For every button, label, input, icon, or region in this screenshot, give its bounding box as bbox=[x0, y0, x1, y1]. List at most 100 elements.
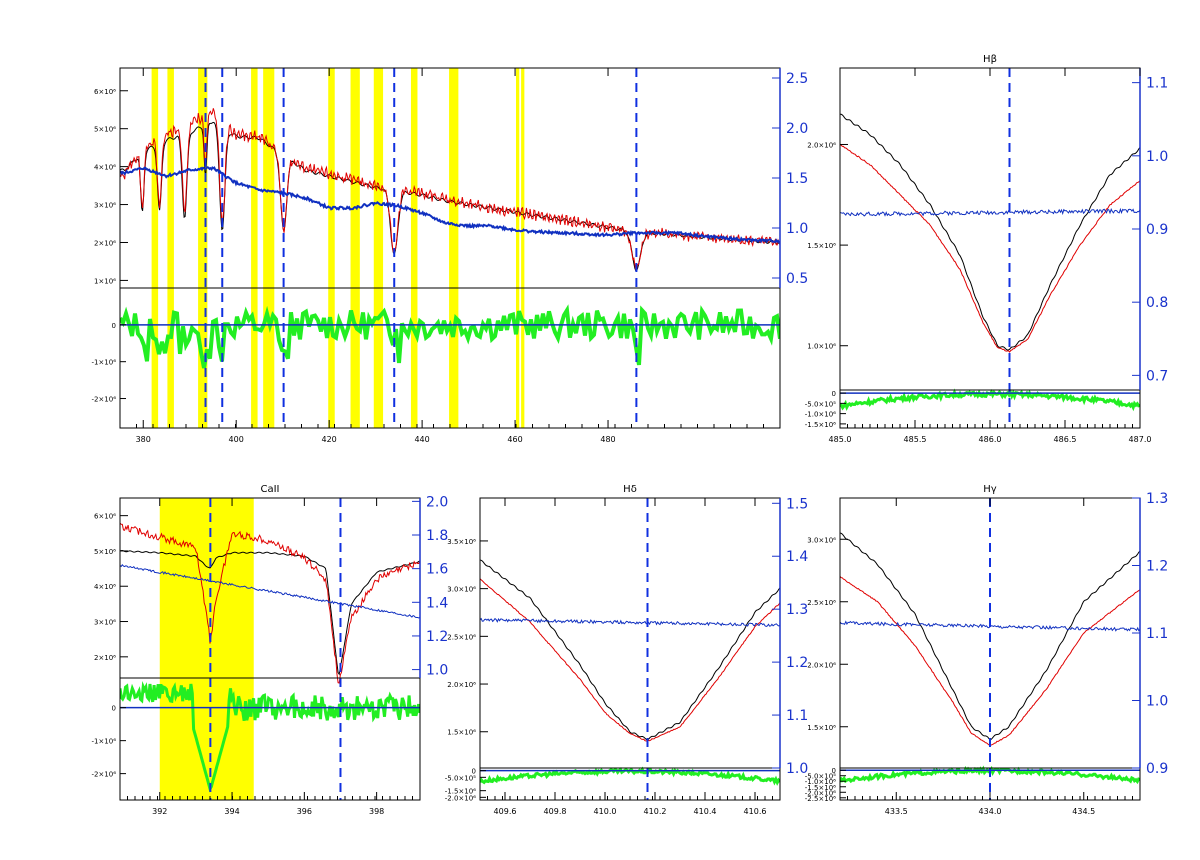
x-tick-label: 410.6 bbox=[744, 807, 767, 816]
residual-series bbox=[840, 388, 1140, 412]
panel-title: Hγ bbox=[983, 484, 997, 495]
residual-line bbox=[840, 388, 1140, 412]
x-tick-label: 409.6 bbox=[494, 807, 517, 816]
resid-tick-label: 0 bbox=[832, 767, 836, 775]
y2-tick-label: 2.5 bbox=[786, 71, 808, 87]
x-tick-label: 487.0 bbox=[1129, 435, 1152, 444]
y2-tick-label: 1.4 bbox=[426, 595, 448, 611]
panel-title: CaII bbox=[260, 484, 279, 495]
series-model bbox=[480, 559, 780, 741]
y-tick-label: 3.0×10⁶ bbox=[807, 536, 836, 544]
y-tick-label: 2×10⁶ bbox=[94, 239, 116, 247]
x-tick-label: 409.8 bbox=[544, 807, 567, 816]
x-tick-label: 460 bbox=[507, 435, 522, 444]
y-tick-label: 6×10⁶ bbox=[94, 88, 116, 96]
y2-tick-label: 1.0 bbox=[1146, 149, 1168, 165]
y-tick-label: 3.0×10⁶ bbox=[447, 586, 476, 594]
y-tick-label: 1.5×10⁶ bbox=[807, 242, 836, 250]
series-ratio bbox=[480, 617, 780, 627]
panel-CaII: CaII 392 394 396 398 2×10⁶ 3×10⁶ 4×10⁶ 5×10⁶ 6×10… bbox=[91, 484, 448, 816]
y2-tick-label: 0.9 bbox=[1146, 761, 1168, 777]
y-tick-label: 3×10⁶ bbox=[94, 202, 116, 210]
masked-band bbox=[263, 68, 275, 428]
resid-tick-label: -2×10⁶ bbox=[91, 396, 116, 404]
series-observed bbox=[120, 522, 420, 684]
y2-tick-label: 1.0 bbox=[1146, 694, 1168, 710]
y2-tick-label: 1.5 bbox=[786, 171, 808, 187]
y2-tick-label: 1.1 bbox=[1146, 626, 1168, 642]
resid-tick-label: -1×10⁶ bbox=[91, 359, 116, 367]
masked-band bbox=[516, 68, 520, 428]
y-tick-label: 1.5×10⁶ bbox=[807, 724, 836, 732]
y2-tick-label: 1.1 bbox=[1146, 76, 1168, 92]
masked-band bbox=[449, 68, 459, 428]
residual-series bbox=[120, 304, 780, 369]
x-tick-label: 400 bbox=[229, 435, 244, 444]
y-tick-label: 2.0×10⁶ bbox=[447, 681, 476, 689]
series-observed bbox=[480, 578, 780, 742]
resid-tick-label: 0 bbox=[472, 768, 476, 776]
plot-area bbox=[120, 498, 420, 800]
masked-band bbox=[521, 68, 525, 428]
x-tick-label: 486.0 bbox=[979, 435, 1002, 444]
axes-frame bbox=[479, 497, 781, 801]
y-tick-label: 2×10⁶ bbox=[94, 654, 116, 662]
y-tick-label: 4×10⁶ bbox=[94, 583, 116, 591]
y-tick-label: 1.5×10⁶ bbox=[447, 729, 476, 737]
plot-area bbox=[840, 68, 1140, 428]
resid-tick-label: -2.0×10⁶ bbox=[805, 789, 836, 797]
series-model bbox=[120, 549, 420, 676]
panel-H-beta: Hβ 485.0 485.5 486.0 486.5 487.0 1.0×10⁶ 1.5×10… bbox=[805, 54, 1169, 444]
panel-H-delta: Hδ 409.6 409.8 410.0 410.2 410.4 410.6 1.5×10⁶ 2… bbox=[445, 484, 809, 816]
resid-tick-label: -1.0×10⁶ bbox=[805, 411, 836, 419]
residual-line bbox=[480, 766, 780, 786]
series-observed bbox=[120, 108, 780, 270]
plot-area bbox=[480, 498, 780, 800]
y2-tick-label: 1.3 bbox=[1146, 491, 1168, 507]
y-tick-label: 2.5×10⁶ bbox=[807, 599, 836, 607]
series-model bbox=[840, 113, 1140, 351]
masked-band bbox=[328, 68, 335, 428]
y2-tick-label: 2.0 bbox=[786, 121, 808, 137]
residual-series bbox=[120, 681, 420, 793]
y2-tick-label: 1.3 bbox=[786, 602, 808, 618]
panel-title: Hδ bbox=[623, 484, 637, 495]
resid-tick-label: 0 bbox=[112, 705, 116, 713]
x-tick-label: 394 bbox=[224, 807, 239, 816]
x-tick-label: 485.5 bbox=[904, 435, 927, 444]
x-tick-label: 410.2 bbox=[644, 807, 667, 816]
x-tick-label: 392 bbox=[152, 807, 167, 816]
y2-tick-label: 1.6 bbox=[426, 562, 448, 578]
axes-frame bbox=[839, 67, 1141, 429]
resid-tick-label: -2×10⁶ bbox=[91, 771, 116, 779]
resid-tick-label: -2.5×10⁶ bbox=[805, 795, 836, 803]
y2-tick-label: 0.5 bbox=[786, 271, 808, 287]
y-tick-label: 2.0×10⁶ bbox=[807, 141, 836, 149]
y2-tick-label: 0.9 bbox=[1146, 222, 1168, 238]
masked-band bbox=[350, 68, 360, 428]
x-tick-label: 486.5 bbox=[1054, 435, 1077, 444]
resid-tick-label: -5.0×10⁵ bbox=[805, 773, 836, 781]
y2-tick-label: 1.8 bbox=[426, 528, 448, 544]
y2-tick-label: 1.5 bbox=[786, 496, 808, 512]
y-tick-label: 5×10⁶ bbox=[94, 548, 116, 556]
y2-tick-label: 1.1 bbox=[786, 708, 808, 724]
resid-tick-label: -1.5×10⁶ bbox=[805, 784, 836, 792]
x-tick-label: 433.5 bbox=[885, 807, 908, 816]
y-tick-label: 2.5×10⁶ bbox=[447, 633, 476, 641]
series-ratio bbox=[840, 207, 1140, 217]
x-tick-label: 434.5 bbox=[1072, 807, 1095, 816]
panel-H-gamma: Hγ 433.5 434.0 434.5 1.5×10⁶ 2.0×10⁶ 2.5×10⁶ 3.… bbox=[805, 484, 1169, 816]
y-tick-label: 3.5×10⁶ bbox=[447, 538, 476, 546]
x-tick-label: 410.4 bbox=[694, 807, 717, 816]
resid-tick-label: -1×10⁶ bbox=[91, 738, 116, 746]
y2-tick-label: 1.0 bbox=[786, 221, 808, 237]
x-tick-label: 485.0 bbox=[829, 435, 852, 444]
y-tick-label: 2.0×10⁶ bbox=[807, 661, 836, 669]
y-tick-label: 1.0×10⁶ bbox=[807, 343, 836, 351]
y2-tick-label: 1.2 bbox=[1146, 559, 1168, 575]
y-tick-label: 3×10⁶ bbox=[94, 619, 116, 627]
masked-band bbox=[410, 68, 418, 428]
masked-band bbox=[151, 68, 159, 428]
